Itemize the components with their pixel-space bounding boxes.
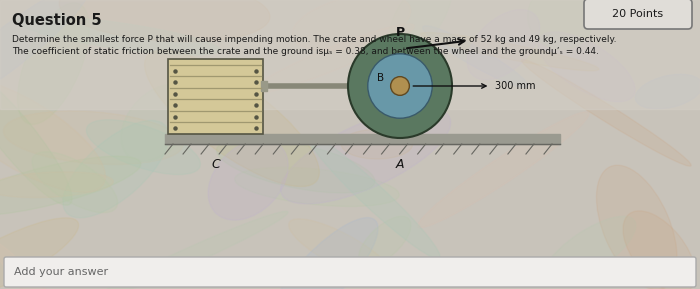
Ellipse shape — [60, 0, 270, 42]
Circle shape — [391, 77, 409, 95]
Ellipse shape — [17, 16, 220, 55]
Ellipse shape — [423, 26, 528, 88]
Ellipse shape — [63, 121, 169, 218]
Bar — [0, 0, 700, 109]
Ellipse shape — [100, 211, 288, 289]
Ellipse shape — [623, 211, 696, 289]
Bar — [261, 81, 267, 91]
Text: C: C — [211, 158, 220, 171]
Ellipse shape — [4, 111, 183, 164]
Ellipse shape — [388, 0, 453, 57]
Ellipse shape — [0, 242, 71, 289]
Ellipse shape — [0, 78, 106, 192]
FancyBboxPatch shape — [584, 0, 692, 29]
Text: Determine the smallest force P that will cause impending motion. The crate and w: Determine the smallest force P that will… — [12, 35, 617, 44]
Circle shape — [368, 54, 432, 118]
Ellipse shape — [0, 172, 113, 198]
Circle shape — [348, 34, 452, 138]
Ellipse shape — [281, 108, 451, 204]
Ellipse shape — [288, 219, 391, 280]
Ellipse shape — [144, 50, 319, 187]
Ellipse shape — [121, 85, 192, 161]
Ellipse shape — [421, 33, 598, 71]
Ellipse shape — [292, 0, 410, 51]
Text: Question 5: Question 5 — [12, 13, 102, 28]
Ellipse shape — [234, 168, 399, 206]
Ellipse shape — [538, 32, 635, 102]
Ellipse shape — [528, 0, 593, 50]
FancyBboxPatch shape — [4, 257, 696, 287]
Ellipse shape — [252, 24, 414, 93]
Ellipse shape — [467, 10, 540, 80]
Ellipse shape — [0, 156, 141, 215]
Ellipse shape — [636, 74, 700, 109]
Ellipse shape — [0, 218, 78, 289]
Ellipse shape — [208, 139, 288, 220]
Text: Add your answer: Add your answer — [14, 267, 108, 277]
Ellipse shape — [18, 3, 90, 125]
Ellipse shape — [32, 152, 118, 213]
Ellipse shape — [0, 0, 90, 115]
Ellipse shape — [216, 139, 374, 193]
Ellipse shape — [86, 120, 200, 175]
Text: A: A — [395, 158, 405, 171]
Ellipse shape — [596, 165, 677, 289]
Ellipse shape — [309, 136, 440, 259]
Ellipse shape — [0, 69, 72, 205]
Text: The coefficient of static friction between the crate and the ground isμₛ = 0.38,: The coefficient of static friction betwe… — [12, 47, 599, 56]
Bar — [165, 134, 560, 144]
Ellipse shape — [522, 60, 691, 166]
Bar — [168, 59, 263, 134]
Ellipse shape — [270, 218, 378, 289]
Ellipse shape — [358, 216, 411, 266]
Text: 300 mm: 300 mm — [496, 81, 536, 91]
Ellipse shape — [542, 216, 636, 286]
Text: P: P — [395, 25, 405, 38]
Ellipse shape — [418, 112, 589, 227]
Text: B: B — [377, 73, 384, 83]
Ellipse shape — [341, 129, 413, 159]
Text: 20 Points: 20 Points — [612, 9, 664, 19]
